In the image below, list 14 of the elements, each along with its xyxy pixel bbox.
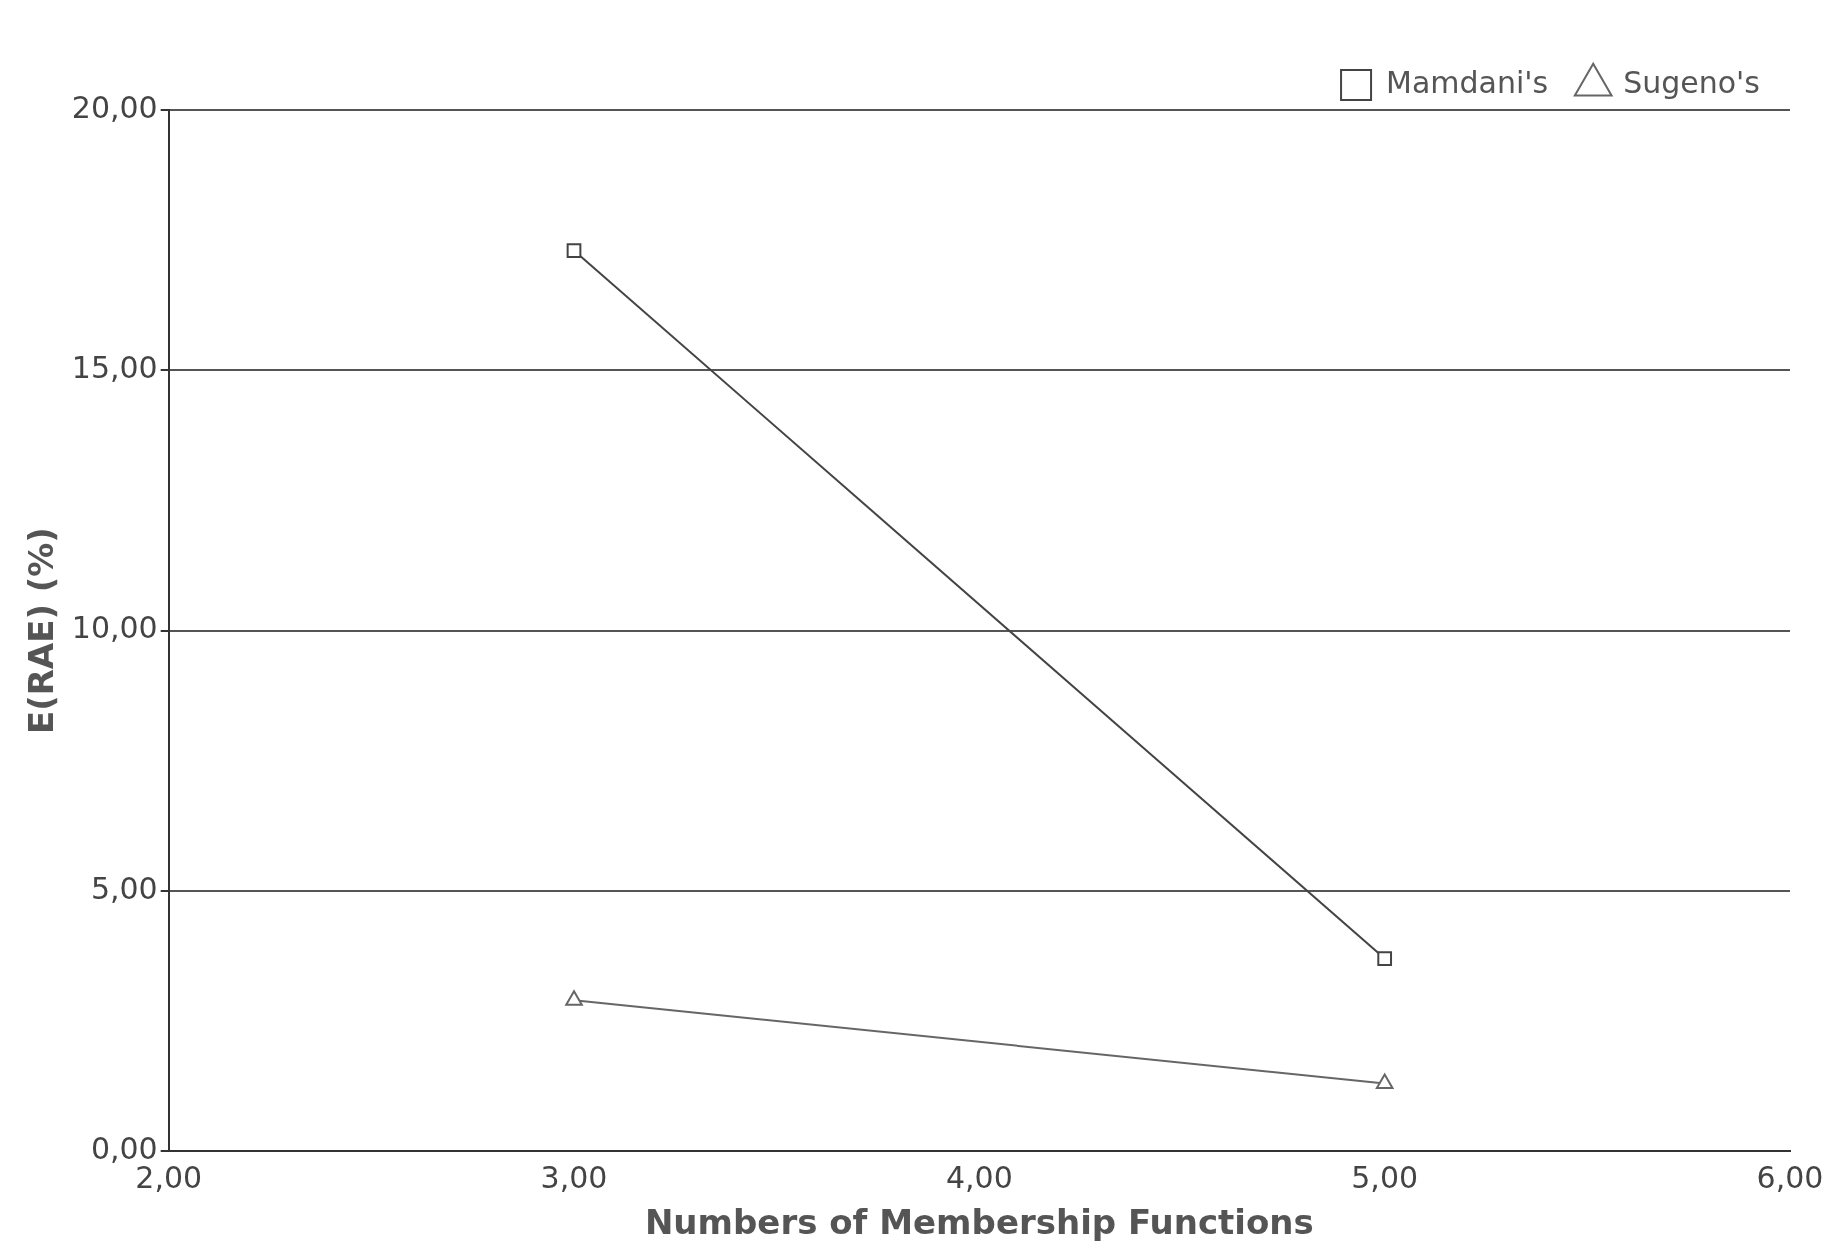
y-tick-label: 20,00 bbox=[71, 89, 158, 125]
legend-label: Mamdani's bbox=[1386, 64, 1549, 100]
y-tick-label: 5,00 bbox=[90, 870, 158, 906]
point bbox=[566, 243, 582, 258]
x-axis-title: Numbers of Membership Functions bbox=[644, 1202, 1314, 1243]
x-tick-label: 3,00 bbox=[540, 1160, 608, 1195]
x-tick-label: 4,00 bbox=[945, 1160, 1013, 1195]
x-tick-label: 6,00 bbox=[1756, 1160, 1824, 1195]
point bbox=[1377, 951, 1393, 966]
x-tick-label: 5,00 bbox=[1351, 1160, 1419, 1195]
y-tick-label: 10,00 bbox=[71, 610, 158, 646]
legend-label: Sugeno's bbox=[1623, 64, 1761, 100]
y-tick-label: 15,00 bbox=[71, 350, 158, 386]
y-axis-title: E(RAE) (%) bbox=[21, 527, 62, 735]
